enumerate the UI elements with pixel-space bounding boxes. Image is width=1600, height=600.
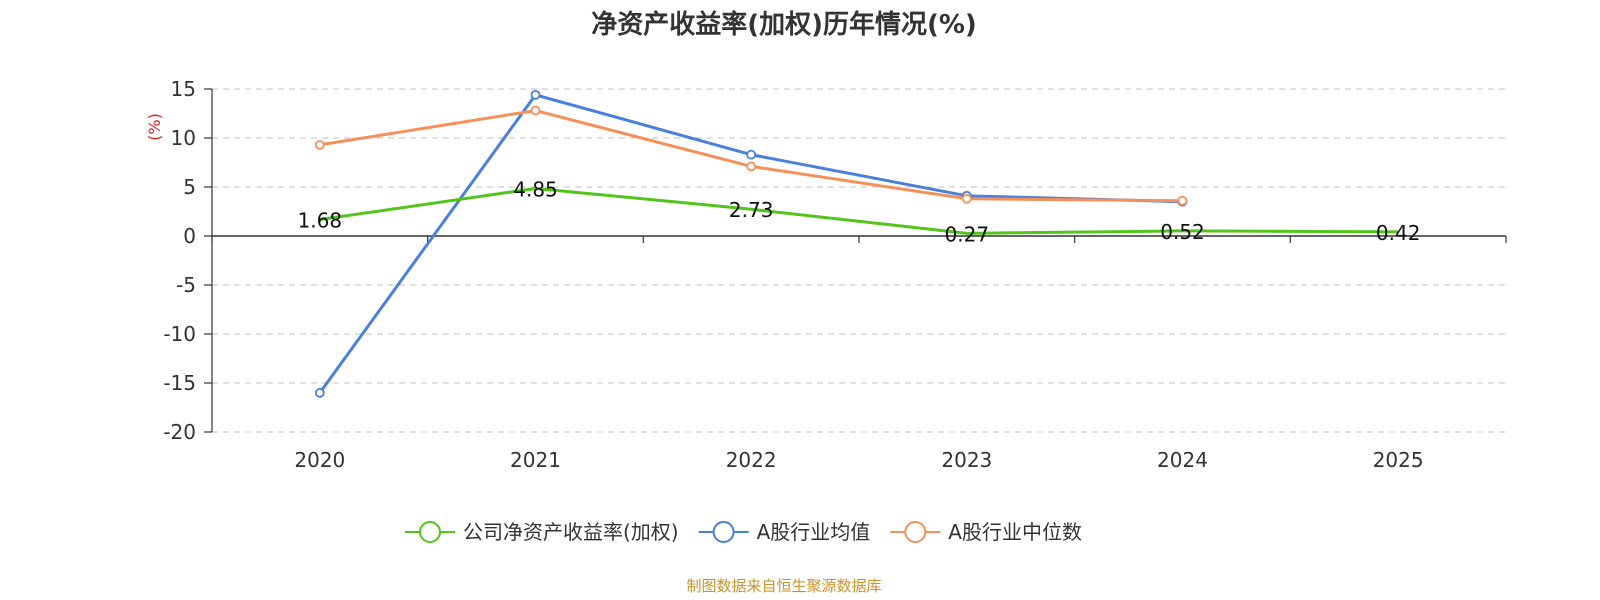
legend-label: A股行业中位数 — [948, 520, 1082, 544]
source-note: 制图数据来自恒生聚源数据库 — [686, 577, 881, 595]
data-label: 2.73 — [729, 198, 774, 222]
y-tick-label: 0 — [183, 224, 196, 248]
series-lines — [314, 89, 1399, 398]
data-label: 0.27 — [945, 222, 990, 246]
legend: 公司净资产收益率(加权) A股行业均值 A股行业中位数 — [405, 520, 1082, 544]
x-tick-label: 2024 — [1157, 448, 1208, 472]
series-line — [318, 93, 1183, 394]
y-tick-labels: 15 10 5 0 -5 -10 -15 -20 — [163, 77, 196, 444]
data-point — [314, 387, 325, 398]
data-point — [746, 161, 757, 172]
data-labels: 1.68 4.85 2.73 0.27 0.52 0.42 — [298, 177, 1421, 246]
chart-title: 净资产收益率(加权)历年情况(%) — [591, 9, 977, 40]
data-label: 0.42 — [1376, 221, 1421, 245]
y-axis-label: (%) — [145, 113, 164, 141]
legend-marker — [904, 521, 927, 543]
data-point — [1177, 195, 1188, 206]
x-tick-label: 2021 — [510, 448, 561, 472]
axes — [204, 88, 1507, 433]
y-tick-label: 15 — [171, 77, 196, 101]
y-tick-label: -20 — [163, 420, 196, 444]
data-point — [961, 193, 972, 204]
y-tick-label: -15 — [163, 371, 196, 395]
data-point — [746, 149, 757, 160]
data-label: 4.85 — [513, 177, 558, 201]
data-label: 0.52 — [1160, 220, 1205, 244]
x-tick-label: 2023 — [941, 448, 992, 472]
legend-label: 公司净资产收益率(加权) — [463, 520, 679, 544]
data-label: 1.68 — [298, 209, 343, 233]
x-tick-label: 2020 — [294, 448, 345, 472]
y-tick-label: 5 — [183, 175, 196, 199]
series-line — [319, 186, 1399, 235]
y-tick-label: -5 — [176, 273, 196, 297]
data-point — [314, 139, 325, 150]
y-tick-label: -10 — [163, 322, 196, 346]
data-point — [530, 89, 541, 100]
legend-marker — [712, 521, 735, 543]
legend-marker — [419, 521, 441, 543]
x-tick-label: 2022 — [726, 448, 777, 472]
x-tick-labels: 2020 2021 2022 2023 2024 2025 — [294, 448, 1423, 472]
data-point — [530, 105, 541, 116]
y-tick-label: 10 — [171, 126, 196, 150]
gridlines — [212, 88, 1506, 433]
x-tick-label: 2025 — [1373, 448, 1424, 472]
legend-label: A股行业均值 — [757, 520, 871, 544]
